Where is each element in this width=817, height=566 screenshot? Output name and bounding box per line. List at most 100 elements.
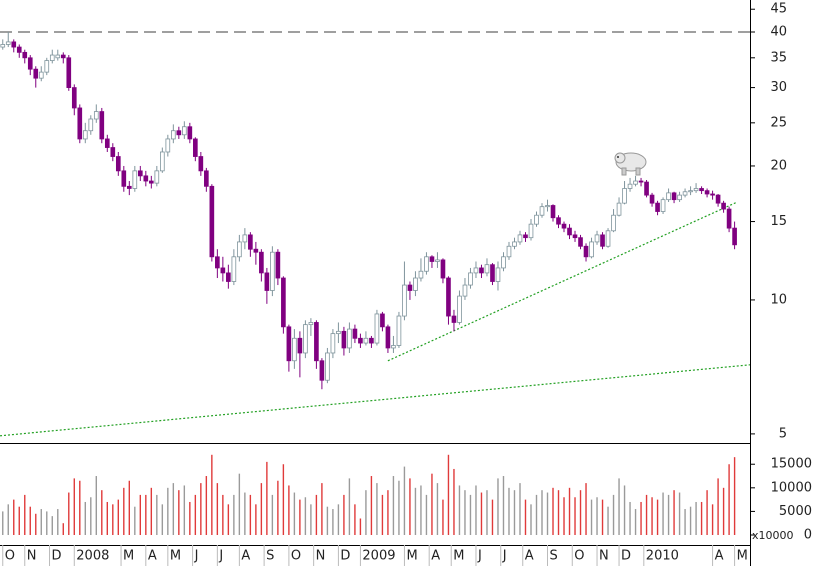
- x-tick-label: O: [291, 549, 301, 564]
- candle-body: [242, 234, 248, 243]
- y-tick-label: 20: [770, 158, 787, 173]
- x-tick-label: M: [453, 549, 464, 564]
- candle-body: [325, 352, 330, 381]
- bear-icon: [614, 152, 647, 176]
- candle-body: [594, 234, 600, 243]
- candle-body: [264, 272, 270, 291]
- candle-body: [440, 259, 446, 279]
- candle-body: [303, 324, 308, 354]
- candle-body: [473, 267, 479, 274]
- candle-body: [666, 192, 671, 201]
- candle-body: [220, 267, 226, 274]
- candle-body: [171, 130, 176, 140]
- x-tick-label: S: [550, 549, 558, 564]
- candle-body: [512, 241, 517, 247]
- x-tick-label: 2008: [76, 549, 109, 564]
- candle-body: [726, 208, 732, 229]
- candle-body: [253, 248, 259, 253]
- candle-body: [231, 256, 237, 282]
- candle-body: [55, 54, 61, 59]
- candle-body: [27, 57, 33, 70]
- candle-body: [385, 326, 391, 349]
- candle-body: [132, 170, 138, 189]
- candle-body: [104, 138, 110, 148]
- candle-body: [11, 41, 17, 48]
- x-tick-label: A: [241, 549, 250, 564]
- candle-body: [402, 284, 407, 317]
- candle-body: [484, 264, 490, 274]
- x-tick-label: D: [621, 549, 631, 564]
- candle-body: [446, 277, 451, 317]
- candle-body: [424, 256, 429, 272]
- candle-body: [215, 256, 220, 269]
- candle-body: [363, 337, 369, 344]
- candle-body: [429, 256, 435, 262]
- candle-body: [495, 267, 501, 282]
- y-tick-label: 35: [770, 50, 787, 65]
- y-tick-label: 25: [770, 115, 787, 130]
- candle-body: [336, 330, 341, 335]
- candle-body: [126, 185, 132, 189]
- candle-body: [677, 194, 682, 201]
- candle-body: [237, 241, 242, 258]
- candle-body: [556, 217, 561, 225]
- x-tick-label: N: [599, 549, 609, 564]
- candle-body: [704, 190, 710, 195]
- candle-body: [182, 126, 187, 136]
- candle-body: [699, 188, 704, 192]
- x-tick-label: A: [431, 549, 440, 564]
- candle-body: [561, 223, 567, 229]
- candle-body: [275, 251, 281, 279]
- candle-body: [682, 191, 688, 196]
- candle-body: [121, 170, 127, 187]
- candle-body: [655, 202, 660, 212]
- candle-body: [627, 183, 633, 189]
- candle-body: [115, 156, 121, 172]
- candle-body: [380, 313, 385, 328]
- candle-body: [297, 337, 303, 354]
- candle-body: [204, 170, 209, 187]
- x-tick-label: N: [316, 549, 326, 564]
- candle-body: [286, 326, 292, 362]
- candle-body: [358, 337, 363, 344]
- candle-body: [77, 107, 83, 140]
- volume-tick-label: 5000: [779, 504, 812, 519]
- candle-body: [490, 264, 495, 282]
- volume-unit-label: x10000: [752, 529, 794, 542]
- candle-body: [457, 295, 462, 323]
- candle-body: [671, 192, 677, 201]
- candle-body: [688, 190, 693, 193]
- candle-body: [314, 322, 319, 362]
- x-tick-label: M: [406, 549, 417, 564]
- candle-body: [93, 111, 99, 120]
- candle-body: [545, 205, 550, 208]
- candle-body: [308, 322, 314, 326]
- candle-body: [71, 87, 77, 109]
- candle-body: [148, 180, 154, 184]
- x-tick-label: A: [525, 549, 534, 564]
- x-tick-label: J: [477, 549, 482, 564]
- y-tick-label: 10: [770, 292, 787, 307]
- candle-body: [82, 130, 88, 140]
- candle-body: [528, 223, 534, 239]
- candle-body: [539, 206, 545, 216]
- y-tick-label: 5: [779, 426, 787, 441]
- candle-body: [38, 71, 44, 79]
- candle-body: [715, 194, 721, 204]
- candle-body: [33, 68, 39, 79]
- candle-body: [572, 234, 578, 239]
- x-tick-label: 2010: [646, 549, 679, 564]
- candle-body: [583, 245, 589, 258]
- candle-body: [638, 180, 644, 183]
- candle-body: [281, 277, 286, 328]
- y-tick-label: 15: [770, 214, 787, 229]
- candle-body: [99, 111, 105, 140]
- candle-body: [644, 181, 649, 196]
- y-tick-label: 45: [770, 2, 787, 17]
- candle-body: [567, 227, 572, 236]
- candle-body: [319, 360, 325, 381]
- candle-body: [418, 270, 424, 279]
- candle-body: [435, 259, 440, 262]
